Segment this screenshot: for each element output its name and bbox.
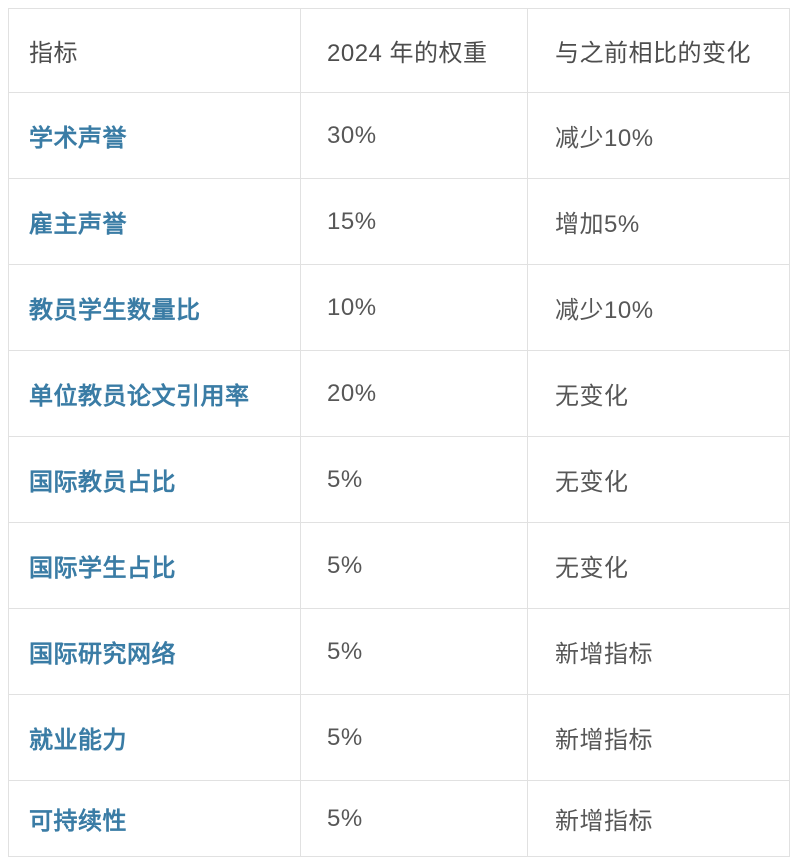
indicator-link[interactable]: 国际教员占比 [29, 469, 176, 496]
table-row: 学术声誉 30% 减少10% [8, 92, 790, 179]
indicator-link[interactable]: 国际学生占比 [29, 555, 176, 582]
table-row: 国际学生占比 5% 无变化 [8, 522, 790, 609]
indicator-cell: 教员学生数量比 [8, 264, 301, 351]
change-cell: 无变化 [527, 436, 790, 523]
indicator-link[interactable]: 单位教员论文引用率 [29, 383, 250, 410]
header-row: 指标 2024 年的权重 与之前相比的变化 [8, 8, 790, 93]
indicator-link[interactable]: 国际研究网络 [29, 641, 176, 668]
indicator-weight-table: 指标 2024 年的权重 与之前相比的变化 学术声誉 30% 减少10% 雇主声… [8, 8, 790, 857]
table-row: 单位教员论文引用率 20% 无变化 [8, 350, 790, 437]
table-body: 学术声誉 30% 减少10% 雇主声誉 15% 增加5% 教员学生数量比 10%… [8, 92, 790, 857]
indicator-weight-table-container: 指标 2024 年的权重 与之前相比的变化 学术声誉 30% 减少10% 雇主声… [8, 8, 790, 857]
weight-cell: 20% [300, 350, 528, 437]
weight-cell: 5% [300, 608, 528, 695]
table-header: 指标 2024 年的权重 与之前相比的变化 [8, 8, 790, 93]
weight-cell: 30% [300, 92, 528, 179]
change-cell: 无变化 [527, 522, 790, 609]
indicator-cell: 国际研究网络 [8, 608, 301, 695]
weight-cell: 15% [300, 178, 528, 265]
indicator-cell: 单位教员论文引用率 [8, 350, 301, 437]
header-weight-2024: 2024 年的权重 [300, 8, 528, 93]
table-row: 可持续性 5% 新增指标 [8, 780, 790, 857]
change-cell: 无变化 [527, 350, 790, 437]
indicator-cell: 国际学生占比 [8, 522, 301, 609]
weight-cell: 5% [300, 694, 528, 781]
change-cell: 增加5% [527, 178, 790, 265]
indicator-cell: 学术声誉 [8, 92, 301, 179]
change-cell: 新增指标 [527, 780, 790, 857]
indicator-link[interactable]: 可持续性 [29, 808, 127, 835]
indicator-cell: 雇主声誉 [8, 178, 301, 265]
indicator-cell: 就业能力 [8, 694, 301, 781]
change-cell: 新增指标 [527, 608, 790, 695]
header-change: 与之前相比的变化 [527, 8, 790, 93]
indicator-link[interactable]: 雇主声誉 [29, 211, 127, 238]
weight-cell: 5% [300, 436, 528, 523]
table-row: 雇主声誉 15% 增加5% [8, 178, 790, 265]
table-row: 国际研究网络 5% 新增指标 [8, 608, 790, 695]
weight-cell: 5% [300, 522, 528, 609]
indicator-cell: 国际教员占比 [8, 436, 301, 523]
indicator-link[interactable]: 学术声誉 [29, 125, 127, 152]
table-row: 国际教员占比 5% 无变化 [8, 436, 790, 523]
table-row: 教员学生数量比 10% 减少10% [8, 264, 790, 351]
change-cell: 减少10% [527, 92, 790, 179]
table-row: 就业能力 5% 新增指标 [8, 694, 790, 781]
header-indicator: 指标 [8, 8, 301, 93]
change-cell: 新增指标 [527, 694, 790, 781]
indicator-link[interactable]: 就业能力 [29, 727, 127, 754]
weight-cell: 10% [300, 264, 528, 351]
indicator-link[interactable]: 教员学生数量比 [29, 297, 201, 324]
change-cell: 减少10% [527, 264, 790, 351]
indicator-cell: 可持续性 [8, 780, 301, 857]
weight-cell: 5% [300, 780, 528, 857]
